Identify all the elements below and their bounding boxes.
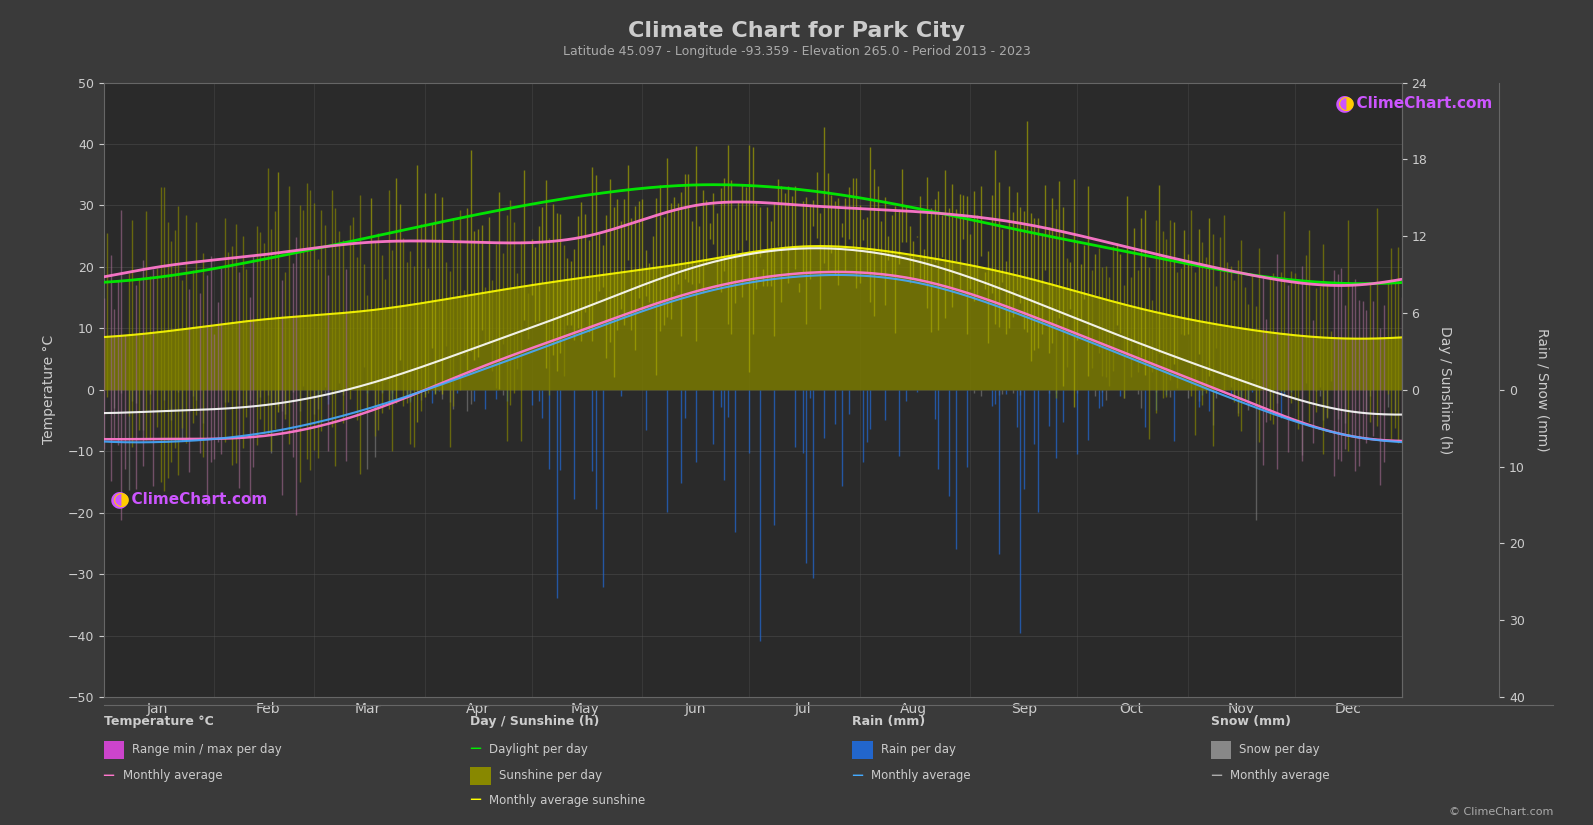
Text: Climate Chart for Park City: Climate Chart for Park City — [628, 21, 965, 40]
Text: ◑: ◑ — [113, 489, 131, 509]
Text: ─: ─ — [470, 791, 479, 809]
Text: Monthly average sunshine: Monthly average sunshine — [489, 794, 645, 807]
Text: ─: ─ — [852, 766, 862, 785]
Text: Daylight per day: Daylight per day — [489, 742, 588, 756]
Text: Monthly average: Monthly average — [1230, 769, 1330, 782]
Text: Snow (mm): Snow (mm) — [1211, 715, 1290, 728]
Text: ClimeChart.com: ClimeChart.com — [121, 492, 268, 507]
Text: Day / Sunshine (h): Day / Sunshine (h) — [470, 715, 599, 728]
Text: Range min / max per day: Range min / max per day — [132, 742, 282, 756]
Text: Monthly average: Monthly average — [871, 769, 972, 782]
Text: ─: ─ — [470, 740, 479, 758]
Text: ClimeChart.com: ClimeChart.com — [1346, 96, 1493, 111]
Y-axis label: Temperature °C: Temperature °C — [41, 335, 56, 445]
Text: Snow per day: Snow per day — [1239, 742, 1321, 756]
Text: Sunshine per day: Sunshine per day — [499, 769, 602, 782]
Y-axis label: Rain / Snow (mm): Rain / Snow (mm) — [1536, 328, 1550, 451]
Text: ─: ─ — [104, 766, 113, 785]
Text: ◑: ◑ — [1338, 93, 1356, 113]
Text: Latitude 45.097 - Longitude -93.359 - Elevation 265.0 - Period 2013 - 2023: Latitude 45.097 - Longitude -93.359 - El… — [562, 45, 1031, 59]
Y-axis label: Day / Sunshine (h): Day / Sunshine (h) — [1438, 326, 1453, 454]
Text: Rain per day: Rain per day — [881, 742, 956, 756]
Text: ●: ● — [1335, 93, 1354, 113]
Text: Monthly average: Monthly average — [123, 769, 223, 782]
Text: ●: ● — [110, 489, 129, 509]
Text: Rain (mm): Rain (mm) — [852, 715, 926, 728]
Text: Temperature °C: Temperature °C — [104, 715, 213, 728]
Text: © ClimeChart.com: © ClimeChart.com — [1448, 807, 1553, 817]
Text: ─: ─ — [1211, 766, 1220, 785]
